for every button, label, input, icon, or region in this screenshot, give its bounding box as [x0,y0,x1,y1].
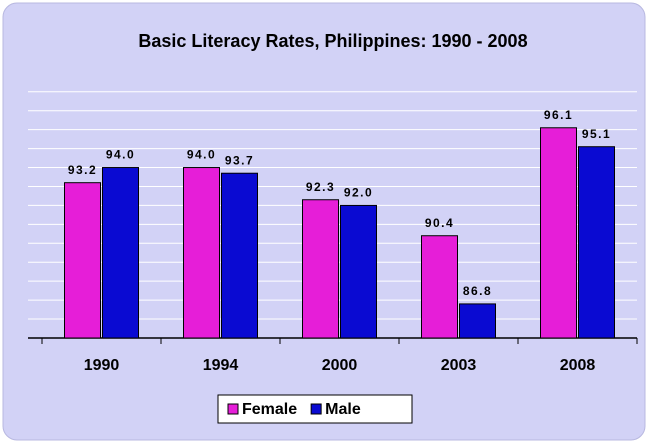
bar [540,127,577,339]
value-label: 95.1 [582,127,611,141]
value-label: 96.1 [544,108,573,122]
value-label: 93.2 [68,163,97,177]
legend-label: Male [325,401,361,418]
value-label: 94.0 [106,148,135,162]
legend-swatch [310,403,322,415]
x-tick-label: 1990 [84,357,120,374]
legend-swatch [227,403,239,415]
x-tick-label: 2003 [441,357,477,374]
value-label: 93.7 [225,153,254,167]
bar [64,182,101,339]
value-label: 92.0 [344,186,373,200]
chart-title: Basic Literacy Rates, Philippines: 1990 … [138,31,527,51]
bar [459,303,496,339]
legend-label: Female [242,401,297,418]
x-tick-label: 2000 [322,357,358,374]
bar [421,235,458,339]
value-label: 92.3 [306,180,335,194]
x-tick-label: 1994 [203,357,239,374]
bar [183,167,220,339]
bar [302,199,339,339]
bar [221,172,258,339]
x-tick-label: 2008 [560,357,596,374]
bar [340,204,377,339]
value-label: 86.8 [463,284,492,298]
value-label: 90.4 [425,216,454,230]
bar [578,146,615,339]
bar [102,167,139,339]
value-label: 94.0 [187,148,216,162]
